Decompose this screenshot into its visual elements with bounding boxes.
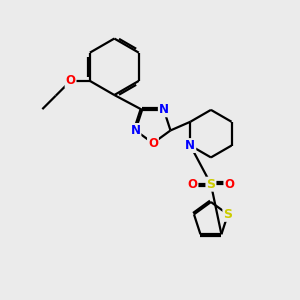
Text: O: O: [148, 137, 158, 150]
Text: N: N: [159, 103, 169, 116]
Text: S: S: [224, 208, 232, 221]
Text: O: O: [188, 178, 197, 191]
Text: S: S: [206, 178, 215, 191]
Text: O: O: [66, 74, 76, 87]
Text: O: O: [224, 178, 234, 191]
Text: N: N: [185, 139, 195, 152]
Text: N: N: [130, 124, 140, 137]
